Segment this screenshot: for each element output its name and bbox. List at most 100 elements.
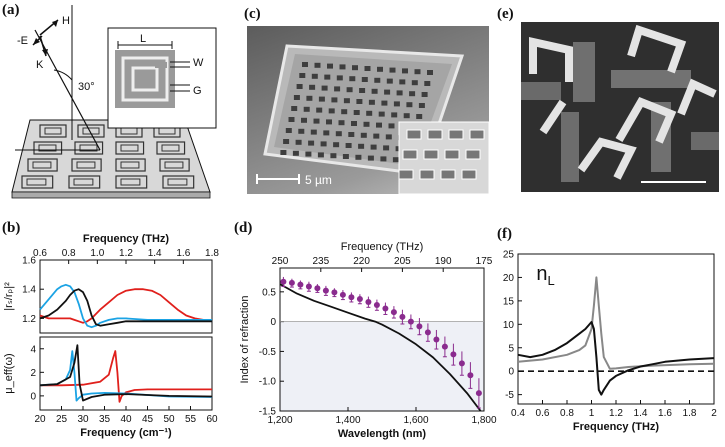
series-label-nL: nL bbox=[536, 263, 554, 288]
data-point bbox=[297, 281, 304, 288]
srr-inner bbox=[120, 161, 140, 169]
x-axis-label: Frequency (cm⁻¹) bbox=[80, 427, 172, 439]
inset-hole bbox=[402, 149, 418, 160]
inset-hole bbox=[427, 129, 443, 140]
chart-b-bottom: 20 25 30 35 40 45 50 55 60 Frequency (cm⁻¹) 0 2 4 μ_e… bbox=[3, 336, 218, 439]
shaded-region bbox=[280, 321, 484, 411]
panel-a-schematic: H -E K 30° L W G bbox=[11, 5, 217, 199]
srr-cell bbox=[68, 175, 101, 189]
hole bbox=[299, 73, 306, 78]
y-tick-label: 0.5 bbox=[262, 287, 276, 298]
series-line-black bbox=[517, 321, 715, 396]
series-line-blue bbox=[39, 350, 213, 402]
hole bbox=[331, 97, 338, 103]
hole bbox=[288, 117, 295, 122]
hole bbox=[298, 128, 305, 134]
hole bbox=[374, 77, 381, 83]
x-axis-label: Frequency (THz) bbox=[573, 421, 660, 433]
hole bbox=[314, 62, 321, 68]
label-K: K bbox=[36, 59, 44, 71]
hole bbox=[283, 139, 290, 144]
x-tick-label: 30 bbox=[77, 414, 89, 425]
srr-inner bbox=[79, 144, 98, 152]
label-G: G bbox=[193, 85, 202, 97]
srr-cell bbox=[27, 158, 58, 172]
x-axis-label: Wavelength (nm) bbox=[338, 428, 427, 440]
hole bbox=[324, 74, 331, 80]
hole bbox=[368, 99, 375, 105]
inset-hole bbox=[448, 129, 464, 140]
x-tick-label: 1.2 bbox=[609, 408, 623, 419]
series-line-red bbox=[40, 350, 212, 403]
srr-inner bbox=[26, 178, 47, 186]
data-point bbox=[424, 329, 431, 336]
x-tick-label: 20 bbox=[34, 414, 46, 425]
srr-cell bbox=[33, 141, 63, 155]
hole bbox=[346, 87, 353, 93]
inset-hole bbox=[461, 169, 477, 180]
hole bbox=[313, 118, 320, 124]
y-tick-label: 0 bbox=[270, 317, 276, 328]
hole bbox=[296, 84, 303, 89]
hole bbox=[392, 157, 399, 163]
hole bbox=[421, 92, 428, 97]
hole bbox=[285, 128, 292, 133]
chart-d: 1,200 1,400 1,600 1,800 Wavelength (nm) 250 23… bbox=[239, 241, 497, 440]
top-tick-label: 205 bbox=[394, 256, 411, 267]
hole bbox=[308, 140, 315, 146]
top-axis-label: Frequency (THz) bbox=[83, 233, 170, 245]
hole bbox=[345, 143, 352, 148]
y-tick-label: 15 bbox=[503, 296, 515, 307]
hole bbox=[342, 154, 349, 159]
hole bbox=[320, 141, 327, 147]
x-tick-label: 55 bbox=[185, 414, 197, 425]
hole bbox=[371, 88, 378, 94]
top-tick-label: 175 bbox=[476, 256, 493, 267]
y-tick-label: 10 bbox=[503, 320, 515, 331]
srr-cell bbox=[115, 175, 148, 189]
hole bbox=[418, 103, 425, 108]
label-E: -E bbox=[17, 35, 28, 47]
x-tick-label: 1 bbox=[589, 408, 595, 419]
hole bbox=[402, 68, 408, 74]
srr-inner bbox=[73, 178, 94, 186]
hole bbox=[381, 100, 388, 106]
series-line-gray bbox=[517, 276, 715, 370]
x-tick-label: 40 bbox=[120, 414, 132, 425]
hole bbox=[351, 121, 357, 126]
srr-cell bbox=[71, 158, 102, 172]
hole bbox=[349, 76, 356, 82]
srr-cell bbox=[39, 124, 67, 138]
srr-cell bbox=[156, 141, 186, 155]
hole bbox=[348, 132, 355, 137]
data-point bbox=[288, 279, 295, 286]
hole bbox=[424, 81, 431, 86]
hole bbox=[305, 151, 312, 157]
hole bbox=[301, 117, 307, 123]
hole bbox=[291, 106, 298, 111]
data-point bbox=[305, 283, 312, 290]
top-axis-label: Frequency (THz) bbox=[341, 241, 424, 253]
x-tick-label: 0.4 bbox=[511, 408, 525, 419]
hole bbox=[411, 80, 418, 86]
hole bbox=[393, 101, 400, 107]
data-point bbox=[475, 390, 482, 397]
hole bbox=[335, 131, 342, 137]
y-tick-label: 0 bbox=[508, 367, 514, 378]
x-tick-label: 2 bbox=[711, 408, 717, 419]
top-tick-label: 1.6 bbox=[176, 248, 190, 259]
y-tick-label: 1.2 bbox=[22, 314, 36, 325]
hole bbox=[303, 106, 310, 112]
hole bbox=[306, 95, 313, 101]
series-line-red bbox=[39, 288, 212, 324]
data-point bbox=[399, 313, 406, 320]
hole bbox=[336, 75, 343, 81]
data-point bbox=[416, 323, 423, 330]
data-point bbox=[322, 287, 329, 294]
x-tick-label: 1,800 bbox=[471, 415, 496, 426]
hole bbox=[293, 95, 300, 100]
x-tick-label: 1.8 bbox=[683, 408, 697, 419]
hole bbox=[333, 142, 340, 148]
hole bbox=[388, 123, 395, 129]
series-line-blue bbox=[39, 283, 212, 329]
